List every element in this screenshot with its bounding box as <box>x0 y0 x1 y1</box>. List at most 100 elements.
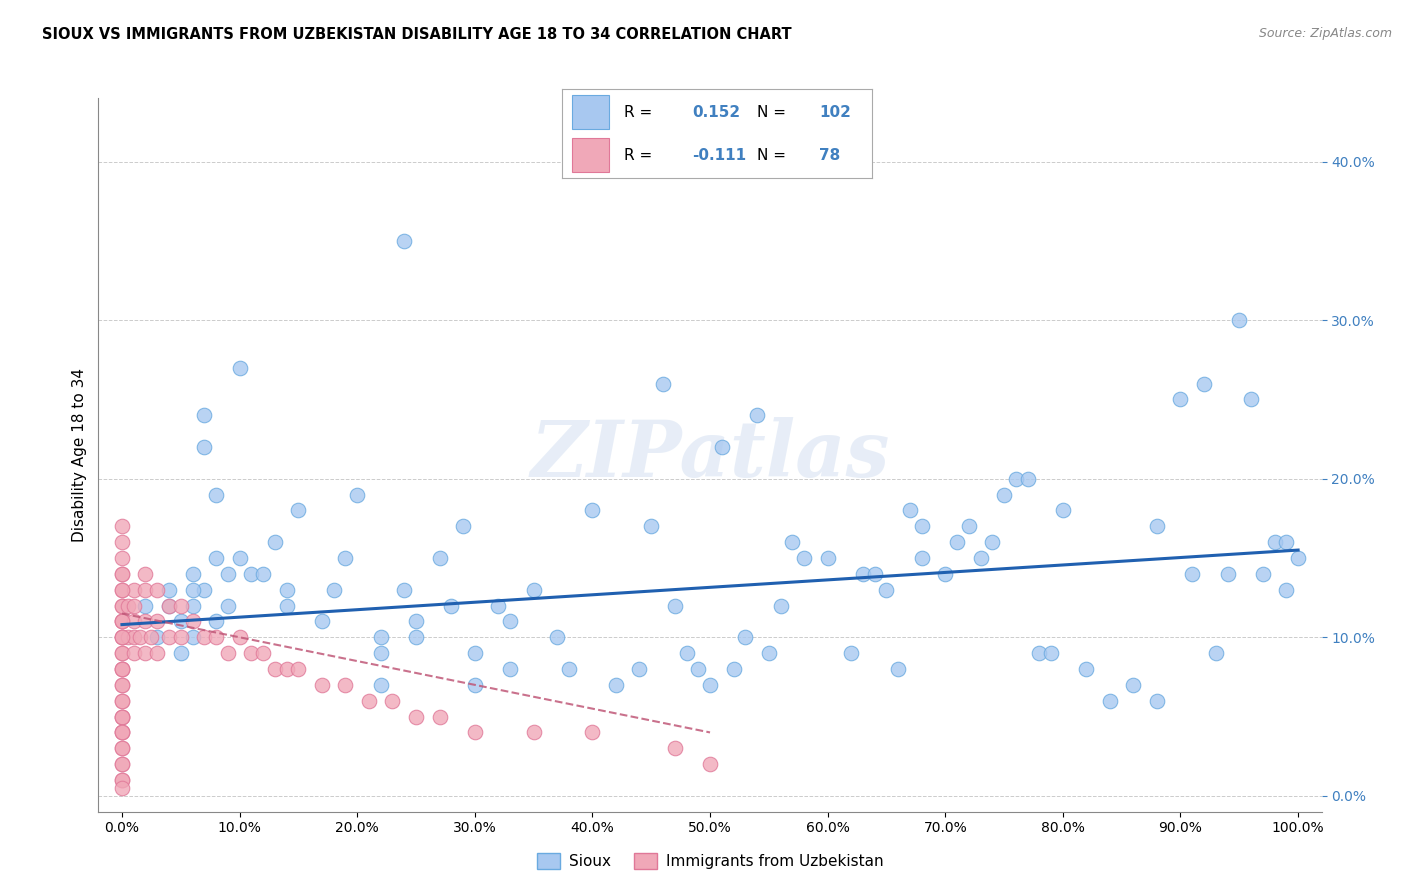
Point <box>240 566 263 581</box>
Legend: Sioux, Immigrants from Uzbekistan: Sioux, Immigrants from Uzbekistan <box>530 847 890 875</box>
Point <box>181 615 204 629</box>
Point <box>464 725 486 739</box>
Point <box>1040 646 1063 660</box>
Point <box>652 376 675 391</box>
Point <box>111 757 134 772</box>
Point <box>852 566 875 581</box>
Point <box>111 551 134 566</box>
Point <box>664 741 686 756</box>
Point <box>523 582 546 597</box>
Point <box>111 772 134 787</box>
Point <box>263 535 285 549</box>
Point <box>134 566 156 581</box>
Point <box>429 551 451 566</box>
Point <box>111 630 134 644</box>
Point <box>1170 392 1192 407</box>
Point <box>287 662 309 676</box>
Point <box>745 409 768 423</box>
Point <box>111 741 134 756</box>
Point <box>170 615 193 629</box>
Point <box>1264 535 1286 549</box>
Point <box>157 599 180 613</box>
Text: 0.152: 0.152 <box>692 105 741 120</box>
Point <box>1028 646 1050 660</box>
Point <box>111 780 134 795</box>
Point <box>228 630 250 644</box>
Point <box>111 615 134 629</box>
Point <box>699 757 721 772</box>
Point <box>464 678 486 692</box>
Point <box>117 599 139 613</box>
Point <box>769 599 792 613</box>
Point <box>111 725 134 739</box>
Point <box>111 678 134 692</box>
Point <box>193 630 215 644</box>
Point <box>205 487 228 501</box>
Point <box>499 615 522 629</box>
Point <box>1181 566 1204 581</box>
Point <box>405 709 427 723</box>
Point <box>111 725 134 739</box>
Point <box>370 678 392 692</box>
Point <box>111 662 134 676</box>
Point <box>392 234 415 248</box>
Point <box>111 646 134 660</box>
Point <box>240 646 263 660</box>
Point <box>710 440 733 454</box>
Point <box>111 741 134 756</box>
Point <box>499 662 522 676</box>
Text: N =: N = <box>758 148 792 162</box>
Point <box>969 551 991 566</box>
Point <box>1286 551 1309 566</box>
Point <box>335 678 357 692</box>
Point <box>1122 678 1144 692</box>
Point <box>111 519 134 533</box>
Point <box>817 551 839 566</box>
Point <box>734 630 756 644</box>
Point <box>605 678 627 692</box>
Point <box>146 630 169 644</box>
Point <box>911 519 934 533</box>
Point <box>793 551 815 566</box>
Text: SIOUX VS IMMIGRANTS FROM UZBEKISTAN DISABILITY AGE 18 TO 34 CORRELATION CHART: SIOUX VS IMMIGRANTS FROM UZBEKISTAN DISA… <box>42 27 792 42</box>
Point <box>193 409 215 423</box>
Point <box>405 630 427 644</box>
Bar <box>572 95 609 129</box>
Point <box>111 582 134 597</box>
Point <box>146 615 169 629</box>
Point <box>276 662 298 676</box>
Point <box>276 582 298 597</box>
Point <box>758 646 780 660</box>
Point <box>111 725 134 739</box>
Point <box>122 646 145 660</box>
Point <box>141 630 163 644</box>
Point <box>370 646 392 660</box>
Point <box>699 678 721 692</box>
Point <box>111 630 134 644</box>
Point <box>122 615 145 629</box>
Point <box>111 662 134 676</box>
Point <box>111 694 134 708</box>
Text: 102: 102 <box>820 105 851 120</box>
Point <box>193 440 215 454</box>
Point <box>1098 694 1121 708</box>
Point <box>370 630 392 644</box>
Point <box>111 709 134 723</box>
Point <box>440 599 463 613</box>
Point <box>911 551 934 566</box>
Point <box>1076 662 1098 676</box>
Y-axis label: Disability Age 18 to 34: Disability Age 18 to 34 <box>72 368 87 542</box>
Point <box>111 615 134 629</box>
Point <box>875 582 897 597</box>
Point <box>181 582 204 597</box>
Point <box>134 646 156 660</box>
Point <box>1052 503 1074 517</box>
Point <box>357 694 380 708</box>
Point <box>392 582 415 597</box>
Point <box>887 662 910 676</box>
Point <box>335 551 357 566</box>
Point <box>217 599 239 613</box>
Point <box>122 630 145 644</box>
Point <box>111 615 134 629</box>
Point <box>111 678 134 692</box>
